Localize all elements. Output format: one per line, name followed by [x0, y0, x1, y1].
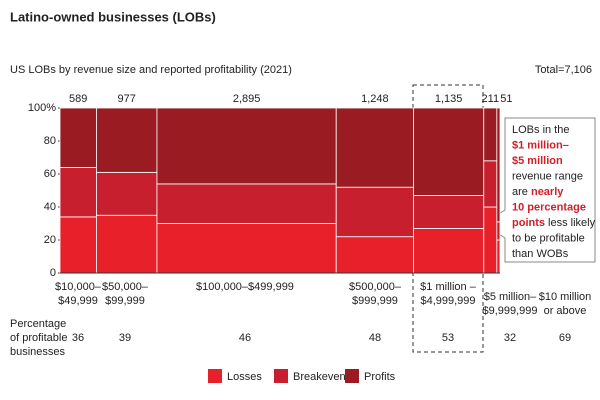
legend-label: Breakeven [293, 371, 346, 383]
callout-text: $5 million [512, 155, 563, 167]
y-tick-label: 20 [44, 234, 56, 246]
segment [483, 160, 498, 208]
x-tick-label: $50,000– [102, 281, 149, 293]
y-tick-label: 40 [44, 201, 56, 213]
y-tick-label: 60 [44, 168, 56, 180]
legend-swatch [274, 369, 288, 383]
callout-text: to be profitable [512, 232, 585, 244]
row-label: businesses [10, 346, 66, 358]
x-tick-label: $500,000– [349, 281, 402, 293]
x-tick-label: or above [544, 305, 587, 317]
count-label: 2,895 [233, 93, 261, 105]
legend-swatch [208, 369, 222, 383]
x-tick-label: $49,999 [58, 295, 98, 307]
x-tick-label: $100,000–$499,999 [196, 281, 294, 293]
callout-text: points less likely [512, 217, 596, 229]
segment [413, 107, 485, 196]
x-tick-label: $4,999,999 [420, 295, 475, 307]
row-value: 48 [369, 332, 381, 344]
x-tick-label: $10,000– [55, 281, 102, 293]
callout-text: revenue range [512, 170, 583, 182]
callout-text: 10 percentage [512, 201, 586, 213]
segment [96, 107, 158, 173]
x-tick-label: $99,999 [105, 295, 145, 307]
row-value: 39 [119, 332, 131, 344]
row-value: 46 [239, 332, 251, 344]
segment [335, 236, 414, 274]
total-label: Total=7,106 [535, 64, 592, 76]
x-tick-label: $5 million– [484, 291, 537, 303]
segment [96, 214, 158, 274]
subtitle: US LOBs by revenue size and reported pro… [10, 64, 292, 76]
callout-run: to be profitable [512, 232, 585, 244]
row-value: 32 [504, 332, 516, 344]
row-label: of profitable [10, 332, 67, 344]
callout-run: 10 percentage [512, 201, 586, 213]
callout-run: $1 million– [512, 139, 569, 151]
callout-run: are [512, 186, 531, 198]
y-tick-label: 80 [44, 135, 56, 147]
chart-title: Latino-owned businesses (LOBs) [10, 9, 216, 24]
segment [413, 228, 485, 274]
callout-run: $5 million [512, 155, 563, 167]
segment [413, 195, 485, 229]
segment [496, 239, 501, 274]
count-label: 51 [500, 93, 512, 105]
segment [483, 206, 498, 274]
count-label: 1,248 [361, 93, 389, 105]
segment [496, 107, 501, 223]
row-value: 69 [559, 332, 571, 344]
x-tick-label: $1 million – [420, 281, 477, 293]
segment [156, 223, 337, 274]
segment [156, 107, 337, 185]
callout-run: than WOBs [512, 248, 569, 260]
segment [335, 107, 414, 188]
segment [59, 107, 97, 168]
callout-text: than WOBs [512, 248, 569, 260]
segment [59, 216, 97, 274]
legend-swatch [345, 369, 359, 383]
callout-run: nearly [531, 186, 564, 198]
callout-run: revenue range [512, 170, 583, 182]
callout-text: $1 million– [512, 139, 569, 151]
count-label: 589 [69, 93, 87, 105]
count-label: 211 [482, 93, 500, 105]
callout-text: are nearly [512, 186, 564, 198]
callout-run: LOBs in the [512, 124, 569, 136]
legend-label: Profits [364, 371, 396, 383]
segment [156, 183, 337, 224]
x-tick-label: $9,999,999 [482, 305, 537, 317]
count-label: 977 [118, 93, 136, 105]
row-label: Percentage [10, 318, 66, 330]
count-label: 1,135 [435, 93, 463, 105]
y-tick-label: 100% [28, 102, 56, 114]
segment [483, 107, 498, 162]
callout-run: less likely [545, 217, 596, 229]
callout-run: points [512, 217, 545, 229]
y-tick-label: 0 [50, 267, 56, 279]
segment [96, 171, 158, 216]
row-value: 36 [72, 332, 84, 344]
callout-text: LOBs in the [512, 124, 569, 136]
x-tick-label: $999,999 [352, 295, 398, 307]
x-tick-label: $10 million [539, 291, 592, 303]
segment [59, 166, 97, 218]
legend-label: Losses [227, 371, 262, 383]
callout-box [482, 117, 596, 263]
segment [335, 186, 414, 238]
row-value: 53 [442, 332, 454, 344]
segment [496, 221, 501, 241]
